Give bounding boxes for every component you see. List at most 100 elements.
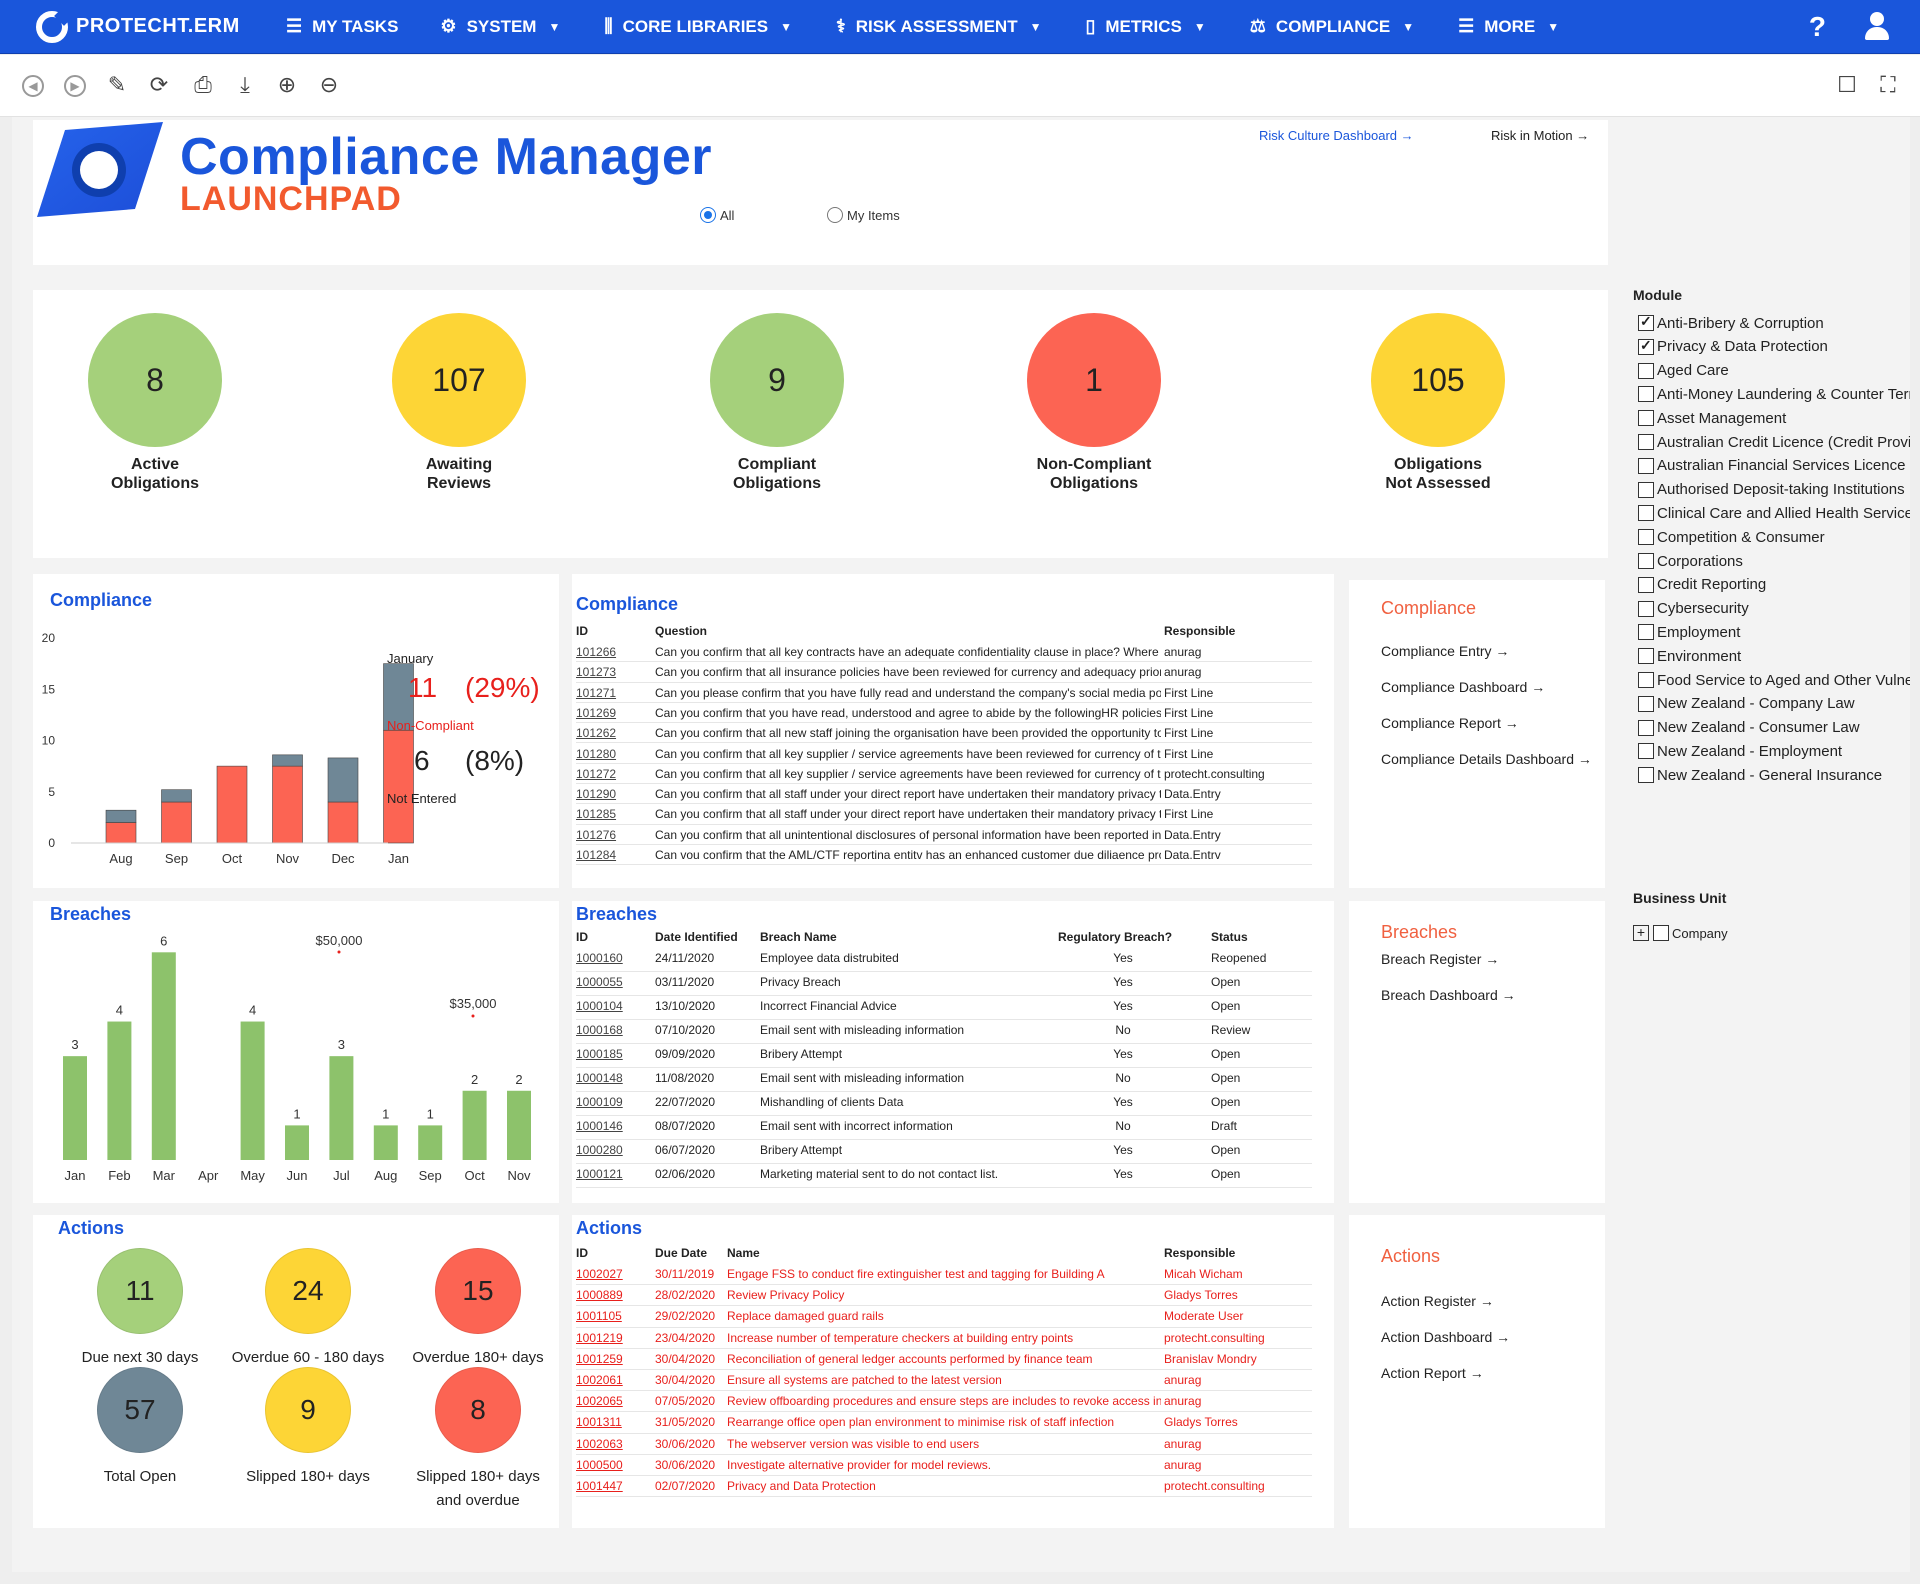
brand[interactable]: PROTECHT.ERM xyxy=(36,10,286,43)
module-filter-item[interactable]: Food Service to Aged and Other Vulne xyxy=(1638,669,1910,691)
nav-link-compliance-dashboard[interactable]: Compliance Dashboard → xyxy=(1381,679,1546,695)
nav-link-compliance-details-dashboard[interactable]: Compliance Details Dashboard → xyxy=(1381,751,1592,767)
nav-link-action-register[interactable]: Action Register → xyxy=(1381,1293,1494,1309)
table-row[interactable]: 1000889 28/02/2020 Review Privacy Policy Gl… xyxy=(576,1285,1312,1307)
checkbox[interactable] xyxy=(1638,362,1654,379)
kpi-non-compliant-obligations[interactable]: 1 Non-Compliant Obligations xyxy=(964,313,1224,493)
radio-dot[interactable] xyxy=(700,207,716,223)
module-filter-item[interactable]: Australian Financial Services Licence ( xyxy=(1638,455,1910,477)
module-filter-item[interactable]: Environment xyxy=(1638,645,1910,667)
table-row[interactable]: 101262 Can you confirm that all new staff… xyxy=(576,723,1312,744)
checkbox[interactable] xyxy=(1638,719,1654,736)
nav-item-metrics[interactable]: ▯ METRICS ▼ xyxy=(1085,0,1205,54)
expand-icon[interactable]: + xyxy=(1633,925,1649,941)
table-row[interactable]: 101284 Can vou confirm that the AML/CTF r… xyxy=(576,845,1312,866)
table-row[interactable]: 1000148 11/08/2020 Email sent with mislead… xyxy=(576,1068,1312,1092)
table-row[interactable]: 101271 Can you please confirm that you ha… xyxy=(576,683,1312,703)
module-filter-item[interactable]: Aged Care xyxy=(1638,360,1910,382)
row-id-link[interactable]: 1000146 xyxy=(576,1119,623,1133)
checkbox[interactable] xyxy=(1638,576,1654,593)
table-row[interactable]: 1000160 24/11/2020 Employee data distrubit… xyxy=(576,948,1312,972)
edit-icon[interactable]: ✎ xyxy=(107,72,127,97)
row-id-link[interactable]: 1000280 xyxy=(576,1143,623,1157)
bookmark-icon[interactable]: ☐ xyxy=(1837,72,1857,97)
row-id-link[interactable]: 1000109 xyxy=(576,1095,623,1109)
checkbox[interactable] xyxy=(1638,434,1654,450)
checkbox[interactable] xyxy=(1638,529,1654,546)
nav-link-compliance-report[interactable]: Compliance Report → xyxy=(1381,715,1519,731)
module-filter-item[interactable]: New Zealand - Employment xyxy=(1638,740,1910,762)
checkbox[interactable] xyxy=(1638,672,1654,688)
checkbox[interactable] xyxy=(1638,600,1654,617)
refresh-icon[interactable]: ⟳ xyxy=(149,72,169,97)
module-filter-item[interactable]: Privacy & Data Protection xyxy=(1638,336,1910,358)
forward-icon[interactable]: ▶ xyxy=(64,75,86,97)
nav-link-action-report[interactable]: Action Report → xyxy=(1381,1365,1484,1381)
table-row[interactable]: 1000500 30/06/2020 Investigate alternative… xyxy=(576,1455,1312,1476)
row-id-link[interactable]: 101262 xyxy=(576,726,617,741)
nav-item-risk-assessment[interactable]: ⚕ RISK ASSESSMENT ▼ xyxy=(836,0,1041,54)
row-id-link[interactable]: 1000121 xyxy=(576,1167,623,1181)
table-row[interactable]: 1000185 09/09/2020 Bribery Attempt Yes Open xyxy=(576,1044,1312,1068)
table-row[interactable]: 101269 Can you confirm that you have read… xyxy=(576,703,1312,724)
row-id-link[interactable]: 101280 xyxy=(576,746,617,761)
checkbox[interactable] xyxy=(1653,925,1669,941)
module-filter-item[interactable]: Competition & Consumer xyxy=(1638,526,1910,548)
module-filter-item[interactable]: New Zealand - Consumer Law xyxy=(1638,717,1910,739)
row-id-link[interactable]: 1002065 xyxy=(576,1394,623,1409)
row-id-link[interactable]: 101271 xyxy=(576,685,617,700)
radio-all[interactable]: All xyxy=(700,207,734,223)
row-id-link[interactable]: 1000889 xyxy=(576,1288,623,1303)
module-filter-item[interactable]: Clinical Care and Allied Health Service xyxy=(1638,502,1910,524)
radio-my-items[interactable]: My Items xyxy=(827,207,900,223)
table-row[interactable]: 1000109 22/07/2020 Mishandling of clients … xyxy=(576,1092,1312,1116)
table-row[interactable]: 1000055 03/11/2020 Privacy Breach Yes Open xyxy=(576,972,1312,996)
row-id-link[interactable]: 101273 xyxy=(576,665,617,680)
module-filter-item[interactable]: Anti-Money Laundering & Counter Terr xyxy=(1638,383,1910,405)
action-stat-3[interactable]: 57 Total Open xyxy=(55,1367,225,1489)
nav-link-breach-dashboard[interactable]: Breach Dashboard → xyxy=(1381,987,1516,1003)
module-filter-item[interactable]: Credit Reporting xyxy=(1638,574,1910,596)
module-filter-item[interactable]: Corporations xyxy=(1638,550,1910,572)
row-id-link[interactable]: 101290 xyxy=(576,787,617,802)
table-row[interactable]: 101266 Can you confirm that all key contr… xyxy=(576,642,1312,663)
row-id-link[interactable]: 1001447 xyxy=(576,1479,623,1493)
row-id-link[interactable]: 1000168 xyxy=(576,1023,623,1037)
row-id-link[interactable]: 1002063 xyxy=(576,1436,623,1451)
table-row[interactable]: 1001447 02/07/2020 Privacy and Data Protec… xyxy=(576,1476,1312,1498)
row-id-link[interactable]: 1000160 xyxy=(576,951,623,965)
table-row[interactable]: 101290 Can you confirm that all staff und… xyxy=(576,784,1312,805)
row-id-link[interactable]: 1002027 xyxy=(576,1267,623,1281)
row-id-link[interactable]: 101266 xyxy=(576,645,617,659)
print-icon[interactable]: ⎙ xyxy=(194,72,212,97)
business-unit-company[interactable]: + Company xyxy=(1633,922,1905,944)
action-stat-5[interactable]: 8 Slipped 180+ days and overdue xyxy=(393,1367,563,1513)
radio-dot[interactable] xyxy=(827,207,843,223)
action-stat-1[interactable]: 24 Overdue 60 - 180 days xyxy=(223,1248,393,1370)
kpi-awaiting-reviews[interactable]: 107 Awaiting Reviews xyxy=(329,313,589,493)
user-icon[interactable] xyxy=(1862,12,1892,42)
fullscreen-icon[interactable]: ⛶ xyxy=(1880,72,1896,97)
row-id-link[interactable]: 101285 xyxy=(576,807,617,822)
row-id-link[interactable]: 1000185 xyxy=(576,1047,623,1061)
action-stat-2[interactable]: 15 Overdue 180+ days xyxy=(393,1248,563,1370)
row-id-link[interactable]: 101272 xyxy=(576,766,617,781)
checkbox[interactable] xyxy=(1638,410,1654,427)
table-row[interactable]: 1002063 30/06/2020 The webserver version w… xyxy=(576,1434,1312,1455)
row-id-link[interactable]: 1001311 xyxy=(576,1415,622,1430)
row-id-link[interactable]: 1000055 xyxy=(576,975,623,989)
table-row[interactable]: 1001219 23/04/2020 Increase number of temp… xyxy=(576,1328,1312,1349)
table-row[interactable]: 1000280 06/07/2020 Bribery Attempt Yes Open xyxy=(576,1140,1312,1164)
nav-item-system[interactable]: ⚙ SYSTEM ▼ xyxy=(440,0,560,54)
action-stat-0[interactable]: 11 Due next 30 days xyxy=(55,1248,225,1370)
table-row[interactable]: 1002065 07/05/2020 Review offboarding proc… xyxy=(576,1391,1312,1413)
checkbox[interactable] xyxy=(1638,386,1654,403)
table-row[interactable]: 101272 Can you confirm that all key suppl… xyxy=(576,764,1312,785)
row-id-link[interactable]: 101276 xyxy=(576,827,617,842)
checkbox[interactable] xyxy=(1638,767,1654,784)
table-row[interactable]: 101276 Can you confirm that all unintenti… xyxy=(576,825,1312,845)
zoom-out-icon[interactable]: ⊖ xyxy=(319,72,339,97)
module-filter-item[interactable]: New Zealand - Company Law xyxy=(1638,693,1910,715)
row-id-link[interactable]: 101269 xyxy=(576,705,617,720)
table-row[interactable]: 1001105 29/02/2020 Replace damaged guard r… xyxy=(576,1306,1312,1328)
